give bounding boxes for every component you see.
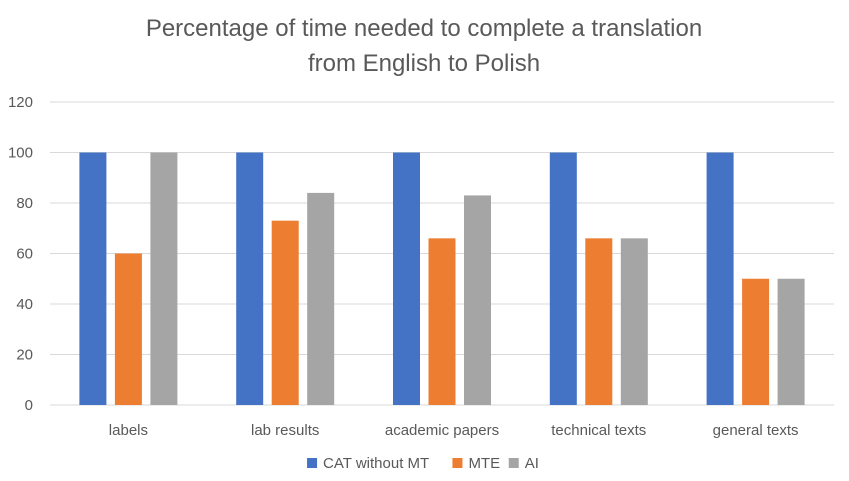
y-tick-label: 20 (16, 347, 33, 364)
bar (742, 278, 770, 405)
bar (585, 238, 613, 405)
x-axis-ticks: labels lab results academic papers technica… (109, 422, 799, 439)
bar (428, 238, 456, 405)
legend-swatch (508, 458, 519, 468)
bar (777, 278, 805, 405)
bar (549, 152, 577, 405)
legend-label: CAT without MT (323, 455, 429, 472)
bar (706, 152, 734, 405)
bar (464, 195, 491, 405)
y-tick-label: 120 (8, 94, 33, 111)
bars (79, 152, 805, 405)
y-tick-label: 0 (25, 397, 33, 414)
bar (271, 220, 299, 405)
x-tick-label: technical texts (551, 422, 646, 439)
y-tick-label: 60 (16, 246, 33, 263)
bar (236, 152, 264, 405)
x-tick-label: academic papers (385, 422, 499, 439)
y-tick-label: 100 (8, 145, 33, 162)
legend-label: MTE (468, 455, 500, 472)
y-axis-ticks: 0 20 40 60 80 100 120 (8, 94, 33, 414)
bar (307, 192, 335, 405)
legend: CAT without MT MTE AI (307, 455, 539, 472)
legend-label: AI (525, 455, 539, 472)
chart-title-line-2: from English to Polish (308, 50, 540, 77)
bar (79, 152, 107, 405)
y-tick-label: 80 (16, 195, 33, 212)
legend-swatch (307, 458, 318, 468)
bar (150, 152, 178, 405)
x-tick-label: labels (109, 422, 148, 439)
bar (393, 152, 420, 405)
bar (620, 238, 648, 405)
chart-title: Percentage of time needed to complete a … (146, 15, 702, 77)
chart-title-line-1: Percentage of time needed to complete a … (146, 15, 702, 42)
bar (114, 253, 142, 405)
x-tick-label: lab results (251, 422, 319, 439)
x-tick-label: general texts (713, 422, 799, 439)
y-tick-label: 40 (16, 296, 33, 313)
legend-swatch (452, 458, 463, 468)
